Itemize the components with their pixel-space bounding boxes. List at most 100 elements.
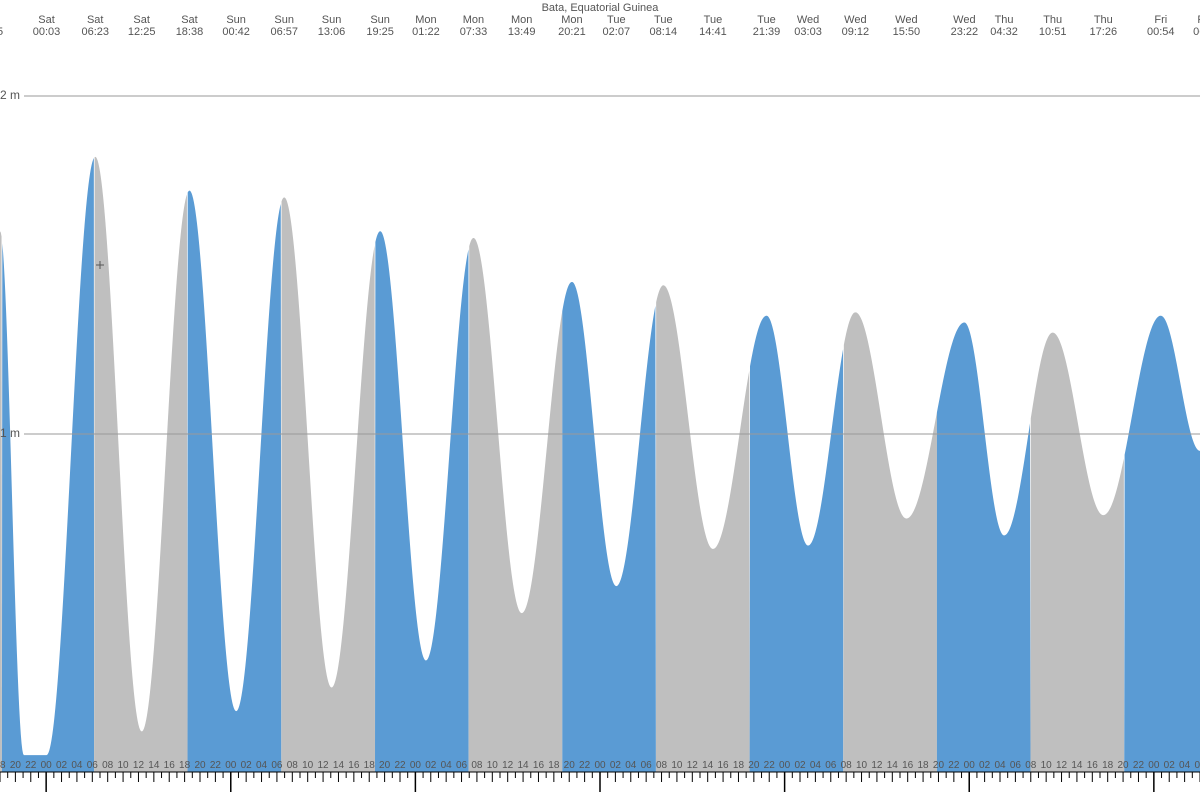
bottom-tick-label: 18	[1100, 760, 1116, 771]
bottom-tick-label: 04	[254, 760, 270, 771]
bottom-tick-label: 10	[300, 760, 316, 771]
bottom-tick-label: 14	[515, 760, 531, 771]
bottom-tick-label: 20	[561, 760, 577, 771]
bottom-tick-label: 18	[915, 760, 931, 771]
bottom-tick-label: 22	[1130, 760, 1146, 771]
bottom-tick-label: 06	[269, 760, 285, 771]
bottom-tick-label: 12	[684, 760, 700, 771]
bottom-tick-label: 06	[1192, 760, 1200, 771]
bottom-tick-label: 04	[69, 760, 85, 771]
y-axis-label: 2 m	[0, 88, 20, 102]
bottom-tick-label: 02	[607, 760, 623, 771]
bottom-tick-label: 06	[84, 760, 100, 771]
bottom-tick-label: 08	[654, 760, 670, 771]
bottom-tick-label: 10	[854, 760, 870, 771]
y-axis-label: 1 m	[0, 426, 20, 440]
bottom-tick-label: 02	[423, 760, 439, 771]
top-tick-label: Mon20:21	[552, 14, 592, 38]
top-tick-label: 5	[0, 14, 20, 38]
bottom-tick-label: 00	[1146, 760, 1162, 771]
top-tick-label: Tue08:14	[643, 14, 683, 38]
bottom-tick-label: 18	[730, 760, 746, 771]
top-tick-label: Wed15:50	[886, 14, 926, 38]
top-tick-label: Tue21:39	[747, 14, 787, 38]
bottom-tick-label: 00	[777, 760, 793, 771]
bottom-tick-label: 02	[792, 760, 808, 771]
bottom-tick-label: 04	[623, 760, 639, 771]
top-tick-label: Sat06:23	[75, 14, 115, 38]
top-tick-label: Mon01:22	[406, 14, 446, 38]
top-tick-label: Sun00:42	[216, 14, 256, 38]
bottom-tick-label: 10	[1038, 760, 1054, 771]
bottom-tick-label: 12	[500, 760, 516, 771]
bottom-tick-label: 06	[1007, 760, 1023, 771]
top-tick-label: Mon07:33	[453, 14, 493, 38]
bottom-tick-label: 20	[377, 760, 393, 771]
tide-chart: Bata, Equatorial Guinea 5Sat00:03Sat06:2…	[0, 0, 1200, 800]
bottom-tick-label: 02	[977, 760, 993, 771]
top-tick-label: Tue02:07	[596, 14, 636, 38]
top-tick-label: Sun19:25	[360, 14, 400, 38]
bottom-tick-label: 16	[346, 760, 362, 771]
bottom-tick-label: 04	[1177, 760, 1193, 771]
bottom-tick-label: 04	[992, 760, 1008, 771]
bottom-tick-label: 00	[961, 760, 977, 771]
bottom-tick-label: 08	[1023, 760, 1039, 771]
top-tick-label: Fri06:4	[1184, 14, 1200, 38]
bottom-tick-label: 10	[669, 760, 685, 771]
bottom-tick-label: 12	[1054, 760, 1070, 771]
top-tick-label: Wed23:22	[944, 14, 984, 38]
bottom-tick-label: 10	[115, 760, 131, 771]
bottom-tick-label: 08	[100, 760, 116, 771]
top-tick-label: Fri00:54	[1141, 14, 1181, 38]
bottom-tick-label: 22	[207, 760, 223, 771]
top-axis-labels: 5 Sat00:03 Sat06:23 Sat12:25 Sat18:38 Sun00:4…	[0, 14, 1200, 44]
bottom-tick-label: 02	[1161, 760, 1177, 771]
top-tick-label: Wed03:03	[788, 14, 828, 38]
top-tick-label: Sat12:25	[122, 14, 162, 38]
top-tick-label: Tue14:41	[693, 14, 733, 38]
bottom-tick-label: 22	[23, 760, 39, 771]
bottom-tick-label: 08	[838, 760, 854, 771]
bottom-tick-label: 14	[700, 760, 716, 771]
bottom-tick-label: 00	[407, 760, 423, 771]
top-tick-label: Sun06:57	[264, 14, 304, 38]
top-tick-label: Mon13:49	[502, 14, 542, 38]
bottom-tick-label: 22	[946, 760, 962, 771]
top-tick-label: Thu04:32	[984, 14, 1024, 38]
bottom-tick-label: 14	[146, 760, 162, 771]
bottom-tick-label: 00	[38, 760, 54, 771]
top-tick-label: Sat00:03	[27, 14, 67, 38]
bottom-tick-label: 12	[130, 760, 146, 771]
bottom-tick-label: 22	[761, 760, 777, 771]
bottom-tick-label: 20	[930, 760, 946, 771]
top-tick-label: Thu10:51	[1033, 14, 1073, 38]
bottom-tick-label: 22	[577, 760, 593, 771]
bottom-tick-label: 02	[238, 760, 254, 771]
bottom-tick-label: 18	[177, 760, 193, 771]
bottom-tick-label: 16	[161, 760, 177, 771]
bottom-tick-label: 20	[192, 760, 208, 771]
bottom-tick-label: 18	[546, 760, 562, 771]
chart-svg	[0, 0, 1200, 800]
bottom-tick-label: 08	[284, 760, 300, 771]
bottom-tick-label: 18	[361, 760, 377, 771]
bottom-tick-label: 12	[869, 760, 885, 771]
bottom-tick-label: 04	[807, 760, 823, 771]
bottom-tick-label: 06	[454, 760, 470, 771]
bottom-tick-label: 16	[715, 760, 731, 771]
bottom-tick-label: 20	[7, 760, 23, 771]
top-tick-label: Sun13:06	[312, 14, 352, 38]
bottom-tick-label: 00	[223, 760, 239, 771]
bottom-tick-label: 10	[484, 760, 500, 771]
top-tick-label: Sat18:38	[169, 14, 209, 38]
bottom-tick-label: 06	[638, 760, 654, 771]
bottom-tick-label: 12	[315, 760, 331, 771]
bottom-tick-label: 02	[54, 760, 70, 771]
top-tick-label: Thu17:26	[1083, 14, 1123, 38]
top-tick-label: Wed09:12	[835, 14, 875, 38]
bottom-tick-label: 08	[469, 760, 485, 771]
bottom-tick-label: 16	[1084, 760, 1100, 771]
bottom-tick-label: 14	[330, 760, 346, 771]
bottom-tick-label: 20	[746, 760, 762, 771]
